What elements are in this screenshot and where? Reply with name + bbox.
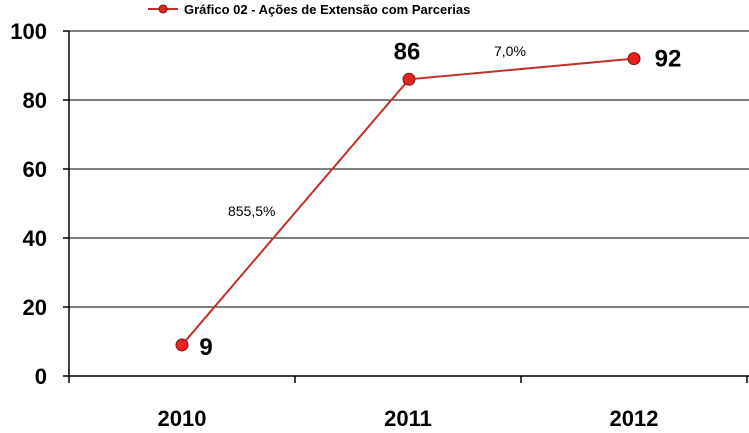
series-line [181,57,635,346]
y-tick-label: 40 [23,226,47,251]
y-tick-label: 0 [35,364,47,389]
data-label-2011: 86 [394,38,421,65]
legend-label: Gráfico 02 - Ações de Extensão com Parce… [184,2,470,17]
x-axis-ticks: 2010 2011 2012 [68,376,748,431]
y-tick-label: 100 [10,19,47,44]
x-tick-label: 2010 [158,406,207,431]
legend: Gráfico 02 - Ações de Extensão com Parce… [148,2,470,17]
x-tick-label: 2011 [384,406,432,431]
data-label-2010: 9 [199,334,212,361]
y-tick-label: 60 [23,157,47,182]
legend-marker-swatch [158,4,168,14]
y-axis-ticks: 0 20 40 60 80 100 [10,19,69,389]
gridlines [69,30,749,308]
y-tick-label: 20 [23,295,47,320]
data-point-2011 [402,72,416,86]
data-point-2010 [175,338,189,352]
growth-annotation-2011-2012: 7,0% [494,43,526,59]
y-tick-label: 80 [23,88,47,113]
x-tick-label: 2012 [610,406,659,431]
data-labels: 9 86 92 [199,38,681,361]
series-markers [175,52,641,352]
growth-annotation-2010-2011: 855,5% [228,203,275,219]
data-label-2012: 92 [655,46,682,73]
data-point-2012 [627,52,641,66]
